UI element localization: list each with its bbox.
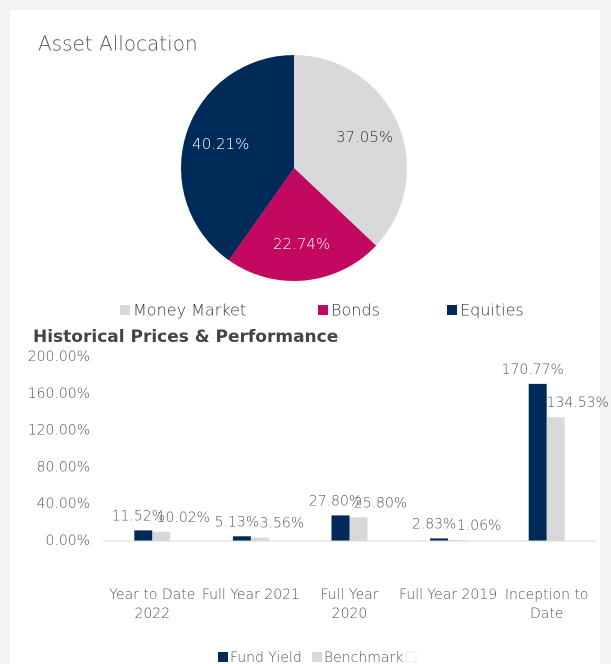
legend-label: Money Market <box>133 301 246 320</box>
bar <box>546 417 565 541</box>
y-tick-label: 40.00% <box>37 496 90 512</box>
legend-swatch-blank <box>405 651 417 663</box>
legend-swatch <box>447 305 457 315</box>
slice-label: 40.21% <box>192 135 249 153</box>
legend-label: Benchmark <box>324 650 403 664</box>
x-tick-label: Date <box>530 606 563 622</box>
data-label: 1.06% <box>457 518 501 534</box>
y-tick-label: 80.00% <box>37 459 90 475</box>
slice-label: 37.05% <box>336 128 393 146</box>
legend-label: Equities <box>460 301 524 320</box>
y-tick-label: 0.00% <box>46 533 90 549</box>
bar <box>528 383 547 541</box>
x-tick-label: Full Year <box>320 587 378 603</box>
data-label: 2.83% <box>412 516 456 532</box>
x-tick-label: 2022 <box>134 606 170 622</box>
data-label: 27.80% <box>309 493 362 509</box>
slice-label: 22.74% <box>273 235 330 253</box>
bar <box>430 538 449 541</box>
bar <box>134 530 153 541</box>
bar-title: Historical Prices & Performance <box>33 327 338 347</box>
x-tick-label: 2020 <box>332 606 368 622</box>
pie-title: Asset Allocation <box>38 32 198 56</box>
bar <box>250 537 269 541</box>
bar <box>152 531 171 541</box>
y-tick-label: 200.00% <box>28 349 90 365</box>
data-label: 170.77% <box>502 362 564 378</box>
bar <box>349 517 368 541</box>
data-label: 25.80% <box>354 495 407 511</box>
bar <box>232 536 251 541</box>
data-label: 11.52% <box>112 508 165 524</box>
legend-swatch <box>318 305 328 315</box>
data-label: 134.53% <box>547 395 609 411</box>
data-label: 5.13% <box>215 514 259 530</box>
bar <box>331 515 350 541</box>
y-tick-label: 160.00% <box>28 386 90 402</box>
legend-label: Fund Yield <box>230 650 302 664</box>
x-tick-label: Inception to <box>505 587 589 603</box>
legend-swatch <box>312 652 322 662</box>
legend-swatch <box>218 652 228 662</box>
data-label: 10.02% <box>157 510 210 526</box>
x-tick-label: Year to Date <box>109 587 195 603</box>
legend-label: Bonds <box>331 301 380 320</box>
pie-slice <box>228 168 377 281</box>
legend-swatch <box>120 305 130 315</box>
pie-slice <box>294 55 407 246</box>
x-tick-label: Full Year 2021 <box>202 587 300 603</box>
pie-slice <box>181 55 294 261</box>
y-tick-label: 120.00% <box>28 423 90 439</box>
data-label: 3.56% <box>260 516 304 532</box>
x-tick-label: Full Year 2019 <box>399 587 497 603</box>
